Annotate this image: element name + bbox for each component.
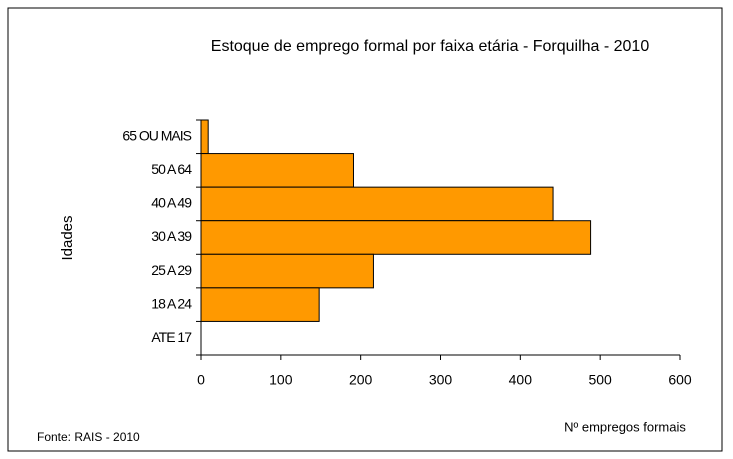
bar xyxy=(200,220,592,255)
bar xyxy=(200,186,554,222)
bar xyxy=(200,153,354,188)
x-tick-label: 300 xyxy=(429,372,453,388)
y-tick-label: 30 A 39 xyxy=(151,228,192,244)
y-axis-label: Idades xyxy=(59,215,76,260)
y-tick-label: 50 A 64 xyxy=(151,161,192,177)
y-tick-label: 18 A 24 xyxy=(151,295,192,311)
y-tick-label: 25 A 29 xyxy=(151,262,192,278)
x-tick-label: 200 xyxy=(349,372,373,388)
x-tick-label: 600 xyxy=(668,372,692,388)
bar xyxy=(200,253,374,289)
x-tick-label: 500 xyxy=(588,372,612,388)
x-tick-label: 0 xyxy=(197,372,205,388)
y-tick-label: ATE 17 xyxy=(151,329,192,345)
x-tick-label: 100 xyxy=(269,372,293,388)
chart-title: Estoque de emprego formal por faixa etár… xyxy=(211,38,650,55)
x-axis-label: Nº empregos formais xyxy=(564,419,686,434)
y-tick-label: 40 A 49 xyxy=(151,195,192,211)
bar xyxy=(200,119,209,155)
x-tick-label: 400 xyxy=(509,372,533,388)
source-note: Fonte: RAIS - 2010 xyxy=(37,430,140,444)
bar xyxy=(200,287,320,322)
y-tick-label: 65 OU MAIS xyxy=(122,127,191,143)
